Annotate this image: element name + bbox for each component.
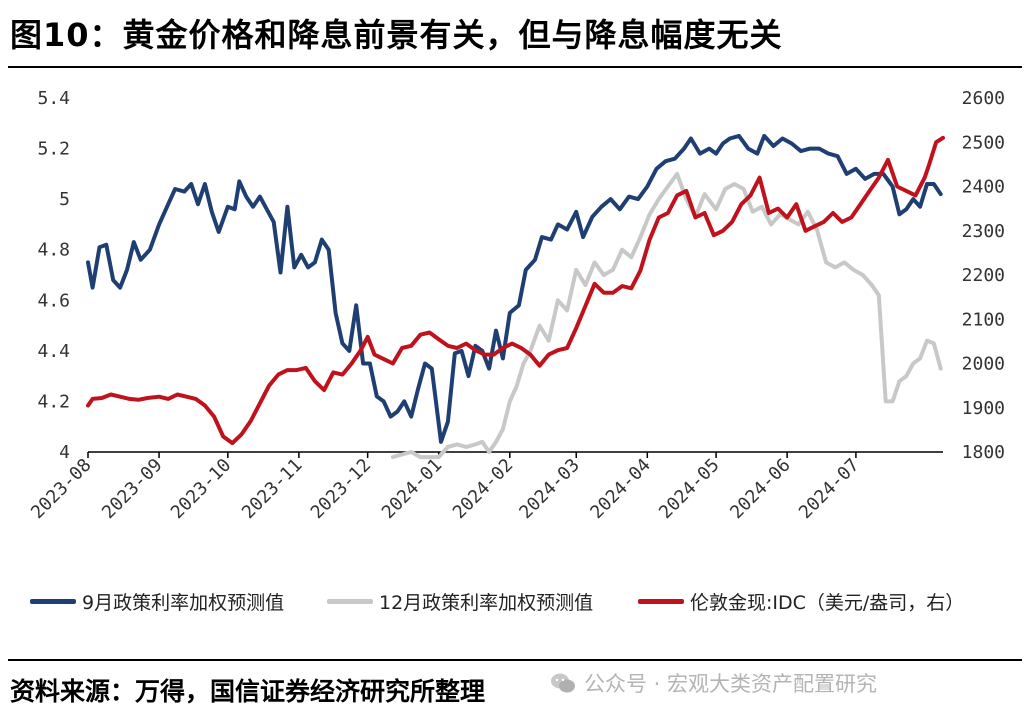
x-tick-label: 2024-01 (378, 455, 446, 523)
x-tick-label: 2024-03 (515, 455, 583, 523)
y-left-tick-label: 4 (59, 442, 70, 463)
y-left-tick-label: 4.6 (37, 290, 70, 311)
legend-swatch-sept-rate (30, 599, 76, 604)
y-right-tick-label: 2500 (962, 132, 1005, 153)
series-line-sept-rate (86, 133, 943, 444)
legend-label-sept-rate: 9月政策利率加权预测值 (82, 592, 285, 614)
y-right-tick-label: 2200 (962, 265, 1005, 286)
y-left-tick-label: 4.8 (37, 240, 70, 261)
x-tick-label: 2023-11 (238, 455, 306, 523)
source-rule (8, 659, 1022, 661)
y-right-tick-label: 1900 (962, 398, 1005, 419)
source-note: 资料来源：万得，国信证券经济研究所整理 (10, 677, 486, 706)
legend-swatch-gold-price (638, 599, 684, 604)
title-rule (8, 66, 1022, 68)
chart-legend: 9月政策利率加权预测值 12月政策利率加权预测值 伦敦金现:IDC（美元/盎司，… (0, 588, 1029, 618)
chart-title: 图10：黄金价格和降息前景有关，但与降息幅度无关 (10, 16, 783, 54)
x-tick-label: 2024-02 (449, 455, 517, 523)
x-tick-label: 2024-05 (655, 455, 723, 523)
line-chart: 2023-08 2023-09 2023-10 2023-11 2023-12 2024-… (27, 88, 1005, 523)
chart-series (86, 133, 945, 460)
legend-swatch-dec-rate (327, 599, 373, 604)
x-tick-label: 2023-09 (98, 455, 166, 523)
y-left-tick-label: 4.2 (37, 391, 70, 412)
x-tick-label: 2024-04 (586, 455, 654, 523)
watermark: 公众号 · 宏观大类资产配置研究 (550, 668, 877, 698)
x-tick-label: 2023-10 (167, 455, 235, 523)
y-right-tick-label: 2100 (962, 309, 1005, 330)
series-line-dec-rate (390, 171, 943, 460)
legend-item-gold-price: 伦敦金现:IDC（美元/盎司，右） (638, 588, 964, 615)
legend-item-dec-rate: 12月政策利率加权预测值 (327, 588, 593, 615)
legend-label-dec-rate: 12月政策利率加权预测值 (379, 592, 594, 614)
wechat-icon (551, 673, 575, 693)
y-left-tick-label: 5.2 (37, 139, 70, 160)
y-left-tick-label: 5 (59, 189, 70, 210)
y-right-tick-label: 2400 (962, 177, 1005, 198)
legend-item-sept-rate: 9月政策利率加权预测值 (30, 588, 284, 615)
x-tick-label: 2023-08 (27, 455, 95, 523)
watermark-text: 公众号 · 宏观大类资产配置研究 (584, 672, 878, 696)
legend-label-gold-price: 伦敦金现:IDC（美元/盎司，右） (690, 592, 965, 614)
y-left-tick-label: 4.4 (37, 341, 70, 362)
x-tick-label: 2024-07 (795, 455, 863, 523)
x-tick-label: 2024-06 (726, 455, 794, 523)
y-right-tick-label: 2300 (962, 221, 1005, 242)
x-tick-label: 2023-12 (307, 455, 375, 523)
y-left-tick-label: 5.4 (37, 88, 70, 109)
y-right-tick-label: 2000 (962, 354, 1005, 375)
y-right-tick-label: 1800 (962, 442, 1005, 463)
y-right-tick-label: 2600 (962, 88, 1005, 109)
series-line-gold-price (86, 135, 945, 446)
